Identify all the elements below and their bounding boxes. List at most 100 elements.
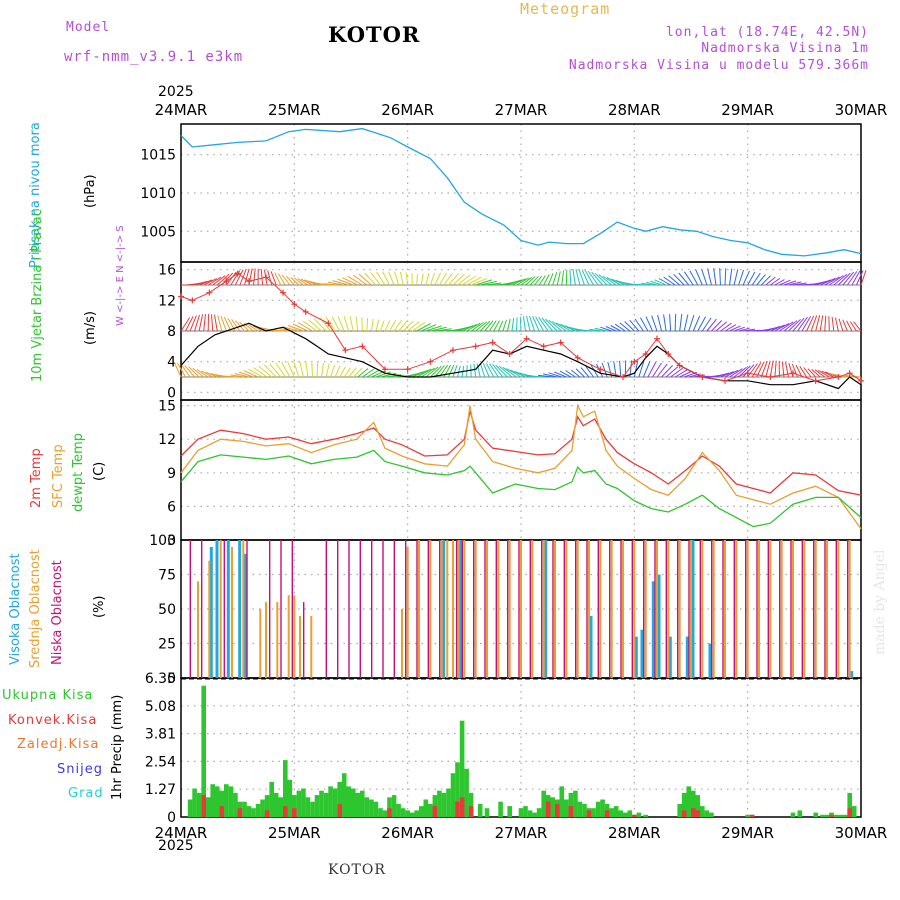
wind-barb (810, 315, 818, 332)
cloud-mid-bar (780, 540, 783, 678)
wind-barb (308, 319, 322, 332)
wind-gust-point (404, 366, 411, 373)
wind-barb (198, 314, 204, 332)
legend-graupel: Grad (68, 786, 104, 801)
precip-total-bar (378, 808, 383, 817)
wind-barb (526, 315, 531, 332)
precip-total-bar (532, 812, 537, 817)
wind-barb (803, 367, 812, 378)
cloud-low-bar (654, 540, 656, 678)
wind-barb (184, 365, 195, 378)
precip-total-bar (432, 795, 438, 817)
wind-barb (398, 320, 408, 332)
y-tick-label: 3 (167, 533, 176, 549)
wind-barb (305, 361, 309, 378)
cloud-low-bar (779, 540, 781, 678)
precip-total-bar (564, 799, 569, 817)
temp-2m-line (180, 411, 862, 496)
cloud-low-bar (507, 540, 509, 678)
cloud-mid-bar (803, 540, 806, 678)
station-title: KOTOR (328, 22, 421, 47)
precip-total-bar (351, 788, 356, 817)
wind-barb (537, 374, 553, 378)
wind-barb (779, 279, 791, 286)
cloud-low-bar (189, 540, 191, 678)
precip-total-bar (790, 812, 796, 817)
cloud-high-bar (657, 574, 661, 678)
date-tick-label-top: 27MAR (495, 101, 548, 119)
wind-gust-point (654, 335, 660, 342)
wind-barb (223, 316, 232, 332)
wind-barb (506, 368, 522, 378)
cloud-mid-bar (497, 540, 500, 678)
precip-total-bar (568, 792, 574, 817)
wind-gust-point (540, 343, 547, 350)
precip-total-bar (283, 760, 288, 817)
cloud-low-bar (597, 540, 599, 678)
wind-barb (292, 323, 309, 332)
wind-barb (267, 270, 273, 286)
model-label: Model (66, 20, 111, 35)
wind-barb (707, 268, 712, 286)
cloud-mid-bar (406, 546, 409, 678)
precip-conv-bar (459, 797, 465, 817)
year-top: 2025 (158, 84, 194, 100)
wind-barb (842, 319, 848, 332)
wind-barb (497, 320, 504, 332)
wind-barb (399, 271, 404, 286)
lonlat-label: lon,lat (18.74E, 42.5N) (665, 25, 869, 40)
precip-total-bar (446, 788, 451, 817)
wind-barb (434, 365, 445, 378)
precip-total-bar (824, 814, 830, 817)
wind-gust-point (835, 374, 842, 380)
cloud-mid-bar (837, 540, 840, 678)
wind-speed-line (180, 322, 862, 390)
precip-total-bar (387, 797, 392, 817)
wind-barb (814, 369, 826, 378)
wind-barb (688, 373, 702, 378)
wind-gust-point (342, 347, 349, 354)
cloud-mid-bar (712, 540, 715, 678)
precip-conv-bar (237, 808, 243, 817)
cloud-mid-bar (667, 540, 670, 678)
precip-total-bar (677, 803, 682, 817)
wind-barb (765, 325, 781, 332)
wind-barb (591, 271, 603, 286)
precip-total-bar (192, 788, 197, 817)
wind-barb (331, 316, 341, 332)
wind-barb (559, 370, 572, 378)
wind-barb (738, 269, 745, 286)
wind-barb (421, 324, 437, 332)
wind-barb (484, 282, 502, 286)
wind-barb (833, 273, 848, 286)
wind-barb (742, 270, 750, 286)
cloud-low-bar (711, 540, 713, 678)
wind-barb (824, 276, 840, 286)
y-tick-label: 50 (158, 602, 176, 618)
wind-barb (678, 272, 690, 286)
wind-barb (742, 364, 755, 378)
wind-barb (801, 316, 812, 332)
precip-total-bar (400, 808, 406, 817)
y-tick-label: 1010 (140, 186, 176, 202)
wind-barb (325, 316, 336, 332)
wind-barb (569, 269, 572, 286)
wind-barb (674, 313, 677, 332)
model-elevation-label: Nadmorska Visina u modelu 579.366m (568, 58, 869, 73)
wind-barb (438, 272, 448, 286)
wind-barb (529, 315, 536, 332)
wind-barb (502, 366, 517, 378)
wind-barb (760, 275, 771, 286)
cloud-mid-bar (826, 540, 828, 678)
wind-barb (770, 277, 781, 286)
legend-strat-precip: Zaledj.Kisa (17, 737, 100, 752)
wind-barb (715, 321, 728, 332)
wind-barb (596, 363, 604, 378)
precip-total-bar (228, 786, 234, 817)
wind-barb (828, 275, 844, 286)
cloud-mid-bar (814, 540, 817, 678)
wind-barb (429, 272, 436, 286)
wind-barb (692, 315, 701, 332)
precip-total-bar (613, 806, 619, 817)
cloud-mid-bar (429, 540, 432, 678)
